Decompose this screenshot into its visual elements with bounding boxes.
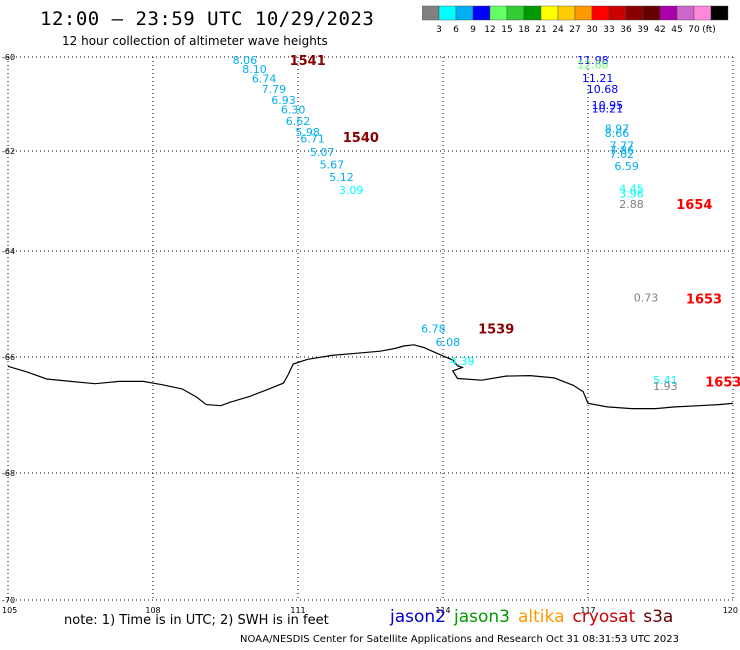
wave-height-value: 5.41 [653,374,678,387]
wave-height-value: 10.68 [587,83,619,96]
wave-height-observations: 8.068.106.747.796.936.306.625.986.715.07… [233,54,678,393]
wave-height-value: 7.79 [262,83,287,96]
wave-height-value: 8.10 [242,63,267,76]
pass-time-labels: 1541 1540 1654 1653 1539 1653 [290,54,740,391]
wave-height-value: 6.08 [436,336,461,349]
wave-height-value: 6.30 [281,104,306,117]
pass-time-label: 1653 [705,375,740,390]
wave-height-value: 6.62 [286,115,311,128]
wave-height-value: 8.97 [605,122,630,135]
latitude-label: -60 [2,53,15,62]
legend-item-cryosat: cryosat [572,607,636,627]
longitude-label: 105 [2,606,17,615]
longitude-label: 117 [580,606,595,615]
wave-height-value: 5.12 [329,171,354,184]
pass-time-label: 1539 [478,322,514,337]
wave-height-value: 8.06 [233,54,258,67]
wave-height-value: 1.93 [653,380,678,393]
units-note: note: 1) Time is in UTC; 2) SWH is in fe… [64,613,329,628]
legend-item-s3a: s3a [643,607,674,627]
wave-height-value: 6.93 [271,94,296,107]
wave-height-value: 6.78 [421,322,446,335]
wave-height-value: 3.96 [619,188,644,201]
scale-tick-label: 3 [436,25,442,35]
scale-tick-label: 27 [569,25,580,35]
wave-height-value: 2.88 [619,198,644,211]
wave-height-value: 7.86 [610,144,635,157]
wave-height-value: 6.71 [300,132,325,145]
scale-tick-label: 33 [603,25,614,35]
wave-height-value: 5.07 [310,146,335,159]
scale-tick-label: 30 [586,25,598,35]
scale-tick-label: 12 [484,25,495,35]
scale-tick-label: 6 [453,25,459,35]
scale-swatch [710,5,729,21]
pass-time-label: 1541 [290,54,326,69]
latitude-labels: -60 -62 -64 -66 -68 -70 [2,53,15,605]
color-scale: 3 6 9 12 15 18 21 24 27 30 33 36 39 42 45 70 (ft) [422,5,729,35]
wave-height-value: 7.02 [610,148,635,161]
wave-height-value: 4.45 [619,183,644,196]
latitude-label: -62 [2,147,15,156]
pass-time-label: 1654 [676,198,712,213]
wave-height-value: 5.67 [320,159,345,172]
latitude-label: -64 [2,247,15,256]
scale-unit-label: (ft) [702,25,716,35]
longitude-labels: 105 108 111 114 117 120 [2,606,738,615]
wave-height-value: 7.77 [610,139,635,152]
longitude-label: 114 [435,606,450,615]
scale-tick-label: 39 [637,25,649,35]
map-subtitle: 12 hour collection of altimeter wave hei… [62,34,328,48]
latitude-label: -66 [2,353,15,362]
wave-height-value: 4.39 [450,355,475,368]
scale-tick-label: 42 [654,25,665,35]
scale-tick-label: 24 [552,25,564,35]
antarctic-coastline [7,344,734,410]
satellite-legend: jason2 jason3 altika cryosat s3a [390,607,681,627]
legend-item-altika: altika [518,607,565,627]
latitude-label: -70 [2,596,15,605]
longitude-label: 120 [723,606,738,615]
map-title: 12:00 – 23:59 UTC 10/29/2023 [40,8,375,30]
wave-height-value: 8.66 [605,127,630,140]
pass-time-label: 1653 [686,293,722,308]
wave-height-value: 3.09 [339,184,364,197]
longitude-label: 108 [145,606,160,615]
wave-height-value: 6.59 [614,160,639,173]
scale-tick-label: 21 [535,25,546,35]
scale-tick-label: 18 [518,25,530,35]
scale-tick-label: 36 [620,25,632,35]
longitude-label: 111 [290,606,305,615]
legend-item-jason2: jason2 [390,607,446,627]
wave-height-value: 10.95 [592,99,624,112]
latitude-label: -68 [2,469,15,478]
legend-item-jason3: jason3 [454,607,510,627]
pass-time-label: 1540 [343,131,379,146]
credit-line: NOAA/NESDIS Center for Satellite Applica… [240,634,679,645]
wave-height-value: 10.21 [592,103,624,116]
wave-height-value: 6.74 [252,73,277,86]
lat-lon-grid [7,56,734,601]
scale-tick-label: 45 [671,25,682,35]
wave-height-value: 11.21 [582,72,614,85]
wave-height-value: 0.73 [634,292,659,305]
scale-tick-label: 70 [688,25,700,35]
scale-tick-label: 15 [501,25,512,35]
scale-tick-label: 9 [470,25,476,35]
wave-height-value: 11.98 [577,54,609,67]
wave-height-value: 5.98 [295,126,320,139]
wave-height-value: 12.60 [577,59,609,72]
